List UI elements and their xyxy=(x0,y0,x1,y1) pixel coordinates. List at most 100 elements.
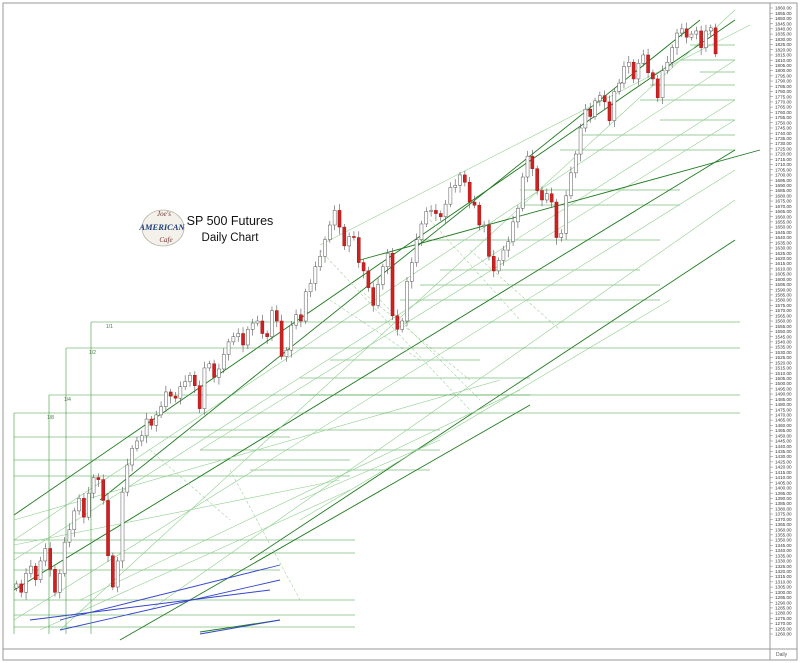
candle-up xyxy=(159,406,163,416)
candle-up xyxy=(482,224,486,227)
y-tick-label: 1855.00 xyxy=(775,11,792,16)
y-tick-label: 1660.00 xyxy=(775,214,792,219)
candle-up xyxy=(424,211,429,225)
candle-down xyxy=(713,27,718,55)
candlestick-series xyxy=(14,22,718,600)
logo-line3: Cafe xyxy=(159,236,172,244)
blue-trend-line xyxy=(59,564,281,621)
candle-down xyxy=(651,72,655,80)
y-tick-label: 1265.00 xyxy=(775,626,792,631)
y-tick-label: 1295.00 xyxy=(775,595,792,600)
y-tick-label: 1345.00 xyxy=(775,543,792,548)
candle-down xyxy=(111,555,115,588)
candle-up xyxy=(14,583,19,589)
candle-up xyxy=(332,210,337,226)
y-tick-label: 1455.00 xyxy=(775,428,792,433)
candle-up xyxy=(598,95,602,102)
y-tick-label: 1420.00 xyxy=(775,465,792,470)
y-tick-label: 1425.00 xyxy=(775,459,792,464)
y-tick-label: 1675.00 xyxy=(775,199,792,204)
y-tick-label: 1475.00 xyxy=(775,407,792,412)
candle-down xyxy=(275,310,279,322)
y-tick-label: 1530.00 xyxy=(775,350,792,355)
y-tick-label: 1275.00 xyxy=(775,616,792,621)
y-tick-label: 1655.00 xyxy=(775,219,792,224)
y-tick-label: 1775.00 xyxy=(775,94,792,99)
candle-down xyxy=(491,256,496,272)
candle-up xyxy=(77,498,81,512)
gann-label-boxes: 1/8 1/4 1/2 1/1 xyxy=(47,324,113,421)
candle-up xyxy=(236,333,241,337)
y-tick-label: 1615.00 xyxy=(775,261,792,266)
candle-down xyxy=(463,174,467,183)
y-tick-label: 1385.00 xyxy=(775,501,792,506)
y-tick-label: 1770.00 xyxy=(775,100,792,105)
candle-up xyxy=(612,91,617,121)
candle-up xyxy=(569,172,573,197)
candle-down xyxy=(530,155,535,169)
y-tick-label: 1765.00 xyxy=(775,105,792,110)
y-tick-label: 1380.00 xyxy=(775,506,792,511)
gann-down-line xyxy=(329,299,421,361)
candle-up xyxy=(429,210,433,212)
candle-down xyxy=(631,62,636,80)
candle-up xyxy=(144,418,149,437)
candle-up xyxy=(188,375,192,382)
y-tick-label: 1480.00 xyxy=(775,402,792,407)
y-tick-label: 1485.00 xyxy=(775,397,792,402)
y-tick-label: 1720.00 xyxy=(775,152,792,157)
y-tick-label: 1630.00 xyxy=(775,246,792,251)
y-tick-label: 1390.00 xyxy=(775,496,792,501)
y-tick-label: 1650.00 xyxy=(775,225,792,230)
candle-down xyxy=(149,418,154,426)
candle-up xyxy=(120,491,125,562)
y-tick-label: 1580.00 xyxy=(775,298,792,303)
candle-up xyxy=(405,281,409,322)
y-tick-label: 1460.00 xyxy=(775,423,792,428)
candle-down xyxy=(53,569,57,593)
y-tick-label: 1350.00 xyxy=(775,538,792,543)
y-tick-label: 1550.00 xyxy=(775,329,792,334)
candle-up xyxy=(115,560,120,588)
gann-down-line xyxy=(469,249,561,331)
candle-down xyxy=(260,320,265,334)
candle-up xyxy=(43,548,48,562)
candle-up xyxy=(506,241,511,251)
blue-trend-line xyxy=(59,579,281,631)
y-tick-label: 1465.00 xyxy=(775,418,792,423)
candle-up xyxy=(617,82,621,92)
y-tick-label: 1470.00 xyxy=(775,413,792,418)
y-tick-label: 1430.00 xyxy=(775,454,792,459)
y-tick-label: 1500.00 xyxy=(775,381,792,386)
candle-up xyxy=(284,349,289,357)
y-tick-label: 1270.00 xyxy=(775,621,792,626)
candle-down xyxy=(371,287,376,306)
chart-title: SP 500 Futures xyxy=(187,214,274,228)
candle-down xyxy=(588,108,593,117)
y-tick-label: 1365.00 xyxy=(775,522,792,527)
y-tick-label: 1410.00 xyxy=(775,475,792,480)
candle-down xyxy=(540,190,544,201)
gann-label: 1/2 xyxy=(89,350,96,356)
candle-down xyxy=(241,333,245,346)
y-tick-label: 1705.00 xyxy=(775,167,792,172)
y-tick-label: 1305.00 xyxy=(775,585,792,590)
y-tick-label: 1750.00 xyxy=(775,120,792,125)
y-tick-label: 1600.00 xyxy=(775,277,792,282)
y-tick-label: 1545.00 xyxy=(775,334,792,339)
candle-up xyxy=(520,176,525,209)
candle-up xyxy=(559,233,564,238)
y-tick-label: 1495.00 xyxy=(775,386,792,391)
y-tick-label: 1605.00 xyxy=(775,272,792,277)
y-tick-label: 1570.00 xyxy=(775,308,792,313)
candle-down xyxy=(193,375,197,386)
y-tick-label: 1435.00 xyxy=(775,449,792,454)
candle-down xyxy=(33,565,38,580)
gann-label: 1/8 xyxy=(47,415,54,421)
candle-down xyxy=(361,262,366,272)
candle-up xyxy=(627,62,631,67)
y-tick-label: 1665.00 xyxy=(775,209,792,214)
candle-down xyxy=(554,201,559,238)
candle-up xyxy=(62,541,67,574)
